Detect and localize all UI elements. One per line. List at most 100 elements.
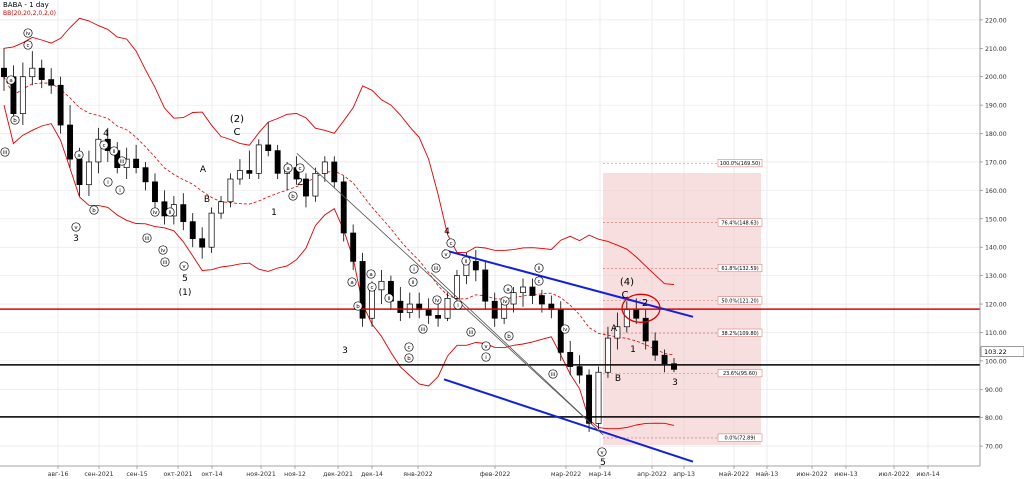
candle-body	[369, 289, 375, 319]
wave-circle	[534, 276, 544, 286]
wave-label: C	[622, 290, 629, 301]
y-tick-label: 190.00	[985, 103, 1007, 110]
wave-circle-label: iv	[161, 248, 167, 254]
wave-circle-label: ii	[387, 296, 391, 302]
candle	[85, 150, 92, 197]
candle	[321, 156, 328, 182]
wave-circle	[89, 205, 99, 215]
fibo-label-box	[717, 433, 763, 442]
wave-label: A	[611, 324, 618, 334]
wave-circle-label: iv	[153, 210, 159, 216]
candle-body	[208, 212, 215, 248]
candle	[340, 176, 347, 242]
candle-body	[95, 138, 102, 163]
x-tick-label: окт-2021	[163, 471, 192, 478]
candle-body	[340, 181, 347, 234]
wave-circle-label: iv	[503, 299, 509, 305]
fibo-label: 0.0%(72.89)	[725, 436, 756, 442]
candle-body	[142, 167, 149, 183]
channel-upper	[443, 249, 694, 318]
wave-label: 4	[444, 227, 450, 237]
wave-circle	[500, 296, 510, 306]
fibo-label-box	[717, 264, 763, 273]
wave-circle	[466, 327, 476, 337]
candle	[246, 150, 253, 180]
wave-circle	[548, 369, 558, 379]
candle-body	[331, 161, 338, 183]
fibo-levels: 100.0%(169.50) 76.4%(148.63) 61.8%(132.59)…	[603, 159, 763, 442]
candle	[576, 355, 583, 384]
candle	[303, 173, 309, 208]
candle	[444, 292, 451, 322]
channel-lower	[443, 378, 694, 463]
wave-label: (4)	[620, 277, 634, 288]
candle	[331, 156, 338, 188]
wave-circle-label: b	[291, 194, 295, 200]
x-tick-label: июл-2022	[878, 471, 909, 478]
x-tick-label: июн-2022	[796, 471, 827, 478]
candle-body	[29, 67, 36, 78]
wave-circle-label: iii	[434, 266, 439, 272]
candle	[520, 278, 526, 307]
y-tick-label: 180.00	[985, 131, 1007, 138]
x-tick-label: авг-16	[48, 471, 69, 478]
candle	[378, 269, 385, 305]
candle	[227, 173, 234, 208]
wave-label: 1	[271, 208, 277, 218]
wave-circle	[446, 238, 456, 248]
y-tick-label: 70.00	[985, 444, 1003, 451]
candle	[312, 167, 319, 202]
fibo-label-box	[717, 296, 763, 305]
wave-circle-label: i	[413, 267, 415, 273]
candle-body	[510, 292, 517, 305]
wave-circle	[295, 163, 305, 173]
candle	[482, 261, 489, 310]
wave-circle-label: ii	[112, 149, 116, 155]
wave-circle-label: a	[9, 78, 12, 84]
diagonal-line-a	[296, 153, 604, 436]
wave-circle	[71, 222, 81, 232]
y-tick-label: 90.00	[985, 387, 1003, 394]
x-tick-label: апр-2022	[637, 471, 667, 478]
wave-circle	[384, 293, 394, 303]
wave-circle	[367, 282, 377, 292]
candle	[614, 312, 621, 350]
wave-circle-label: c	[407, 345, 410, 351]
candle	[359, 252, 366, 327]
wave-circle	[504, 331, 514, 341]
x-tick-label: апр-13	[673, 471, 695, 478]
candle	[435, 301, 442, 327]
wave-circle	[115, 185, 125, 195]
candle	[416, 292, 423, 319]
y-tick-label: 120.00	[985, 302, 1007, 309]
wave-circle	[404, 353, 414, 363]
candle	[236, 159, 243, 185]
candle-body	[67, 124, 74, 160]
trend-lines	[0, 153, 980, 463]
y-tick-label: 100.00	[985, 358, 1007, 365]
candle-body	[359, 261, 366, 319]
candle-body	[671, 363, 677, 370]
candle	[548, 295, 555, 319]
candle-body	[218, 201, 224, 214]
candle-body	[604, 337, 611, 373]
candle-body	[406, 303, 413, 313]
candle-body	[1, 67, 7, 78]
wave-circle	[441, 249, 451, 259]
y-tick-label: 210.00	[985, 46, 1007, 53]
wave-circle-label: a	[369, 272, 372, 278]
candle-body	[19, 76, 26, 115]
candle	[161, 190, 168, 225]
y-tick-label: 220.00	[985, 17, 1007, 24]
wave-circle-label: iii	[145, 236, 150, 242]
wave-circle	[150, 207, 160, 217]
x-tick-label: сен-2021	[84, 471, 113, 478]
wave-circle-label: a	[286, 166, 289, 172]
candle-body	[199, 238, 206, 248]
y-tick-label: 170.00	[985, 159, 1007, 166]
candle	[29, 51, 36, 86]
wave-circle-label: iv	[563, 327, 569, 333]
candle-body	[180, 204, 187, 222]
candle-body	[444, 298, 451, 319]
